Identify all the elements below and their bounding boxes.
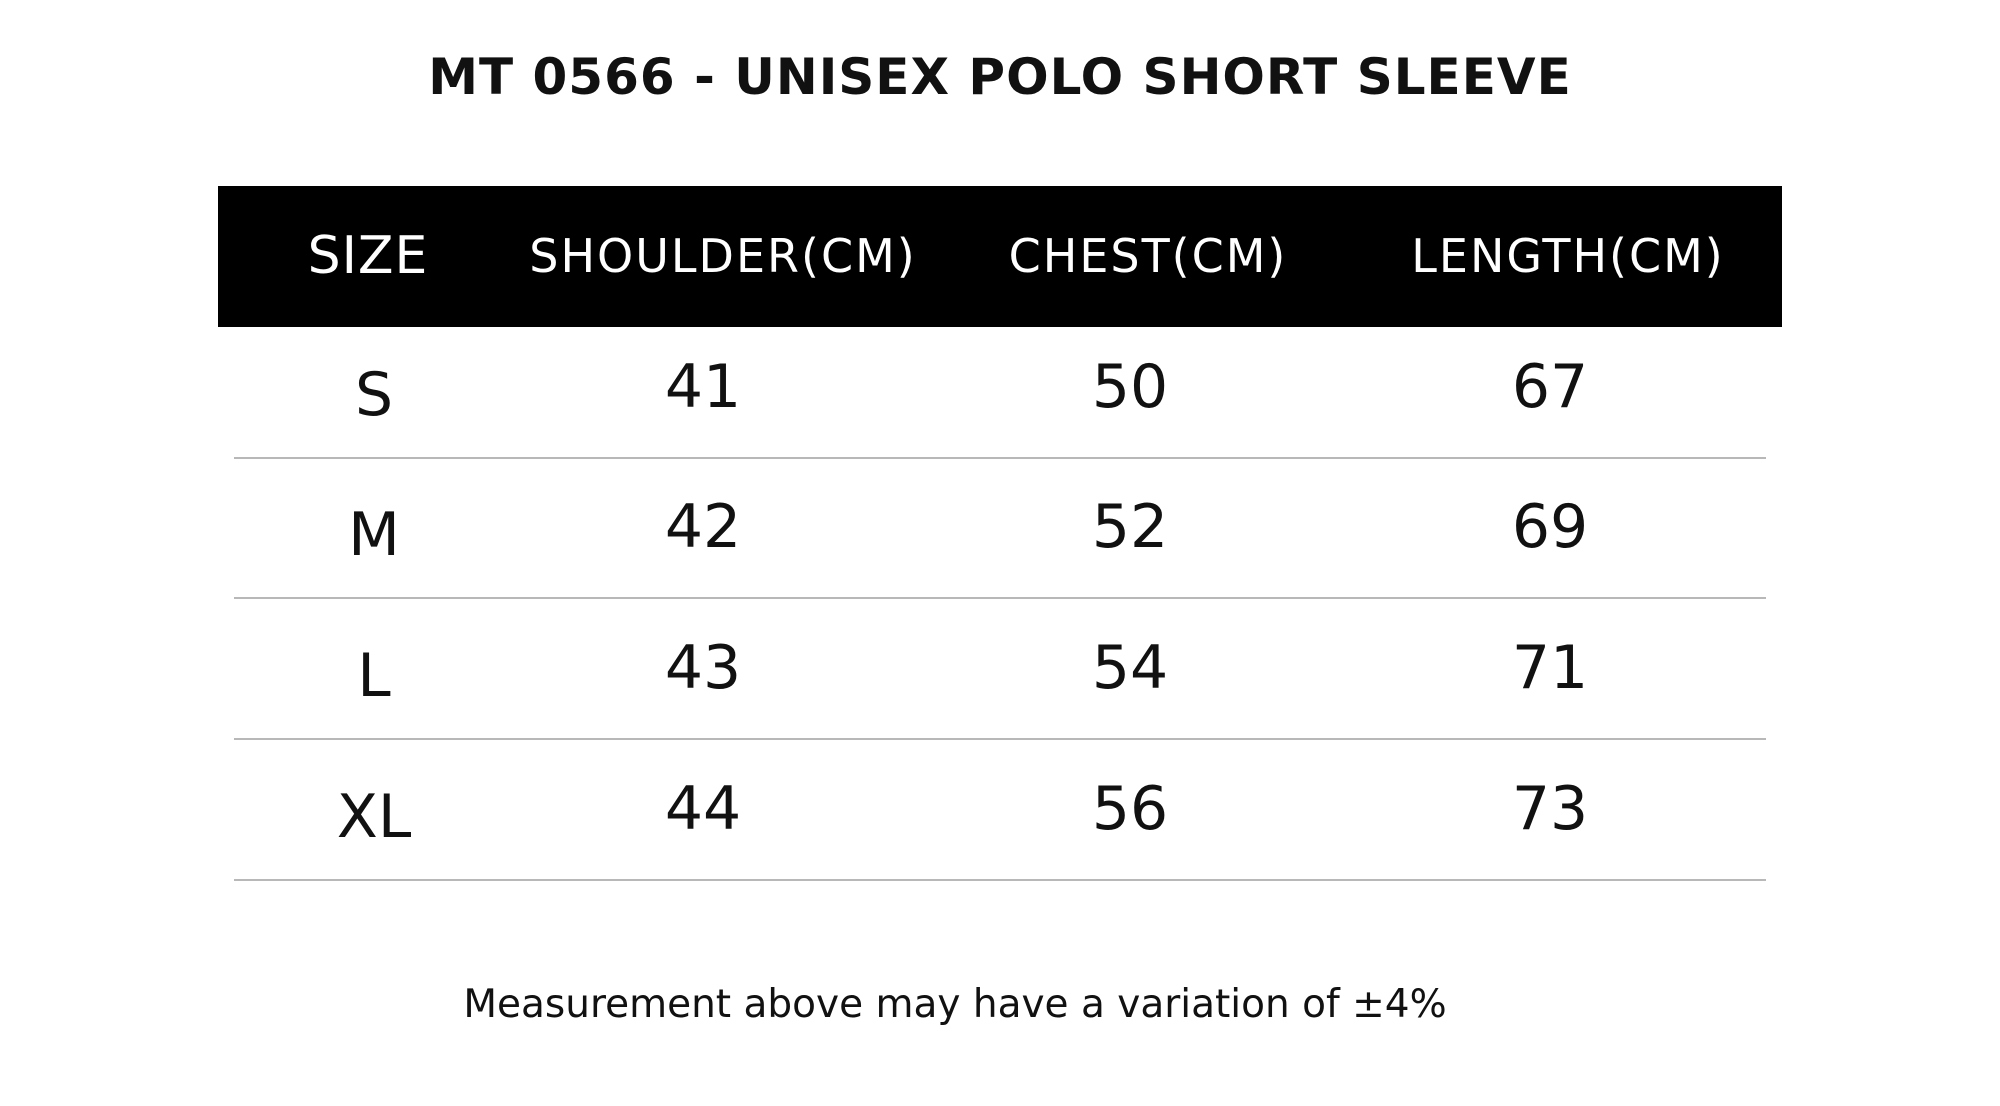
- cell-length: 71: [1511, 633, 1589, 703]
- header-shoulder: SHOULDER(CM): [529, 229, 917, 283]
- table-row-s: S 41 50 67: [234, 317, 1766, 459]
- header-length: LENGTH(CM): [1411, 229, 1725, 283]
- size-table-header: SIZE SHOULDER(CM) CHEST(CM) LENGTH(CM): [218, 186, 1782, 327]
- cell-size: XL: [336, 782, 412, 852]
- cell-size: L: [357, 641, 391, 711]
- cell-size: S: [354, 360, 394, 430]
- cell-chest: 50: [1091, 352, 1169, 422]
- cell-length: 67: [1511, 352, 1589, 422]
- header-size: SIZE: [307, 226, 429, 286]
- cell-chest: 52: [1091, 492, 1169, 562]
- cell-shoulder: 43: [664, 633, 742, 703]
- cell-shoulder: 41: [664, 352, 742, 422]
- table-row-m: M 42 52 69: [234, 457, 1766, 599]
- cell-length: 69: [1511, 492, 1589, 562]
- cell-length: 73: [1511, 774, 1589, 844]
- cell-shoulder: 42: [664, 492, 742, 562]
- cell-chest: 54: [1091, 633, 1169, 703]
- cell-shoulder: 44: [664, 774, 742, 844]
- table-row-l: L 43 54 71: [234, 598, 1766, 740]
- cell-size: M: [348, 500, 400, 570]
- header-chest: CHEST(CM): [1008, 229, 1288, 283]
- page-title: MT 0566 - UNISEX POLO SHORT SLEEVE: [428, 48, 1572, 106]
- cell-chest: 56: [1091, 774, 1169, 844]
- variation-footnote: Measurement above may have a variation o…: [463, 982, 1447, 1027]
- table-row-xl: XL 44 56 73: [234, 739, 1766, 881]
